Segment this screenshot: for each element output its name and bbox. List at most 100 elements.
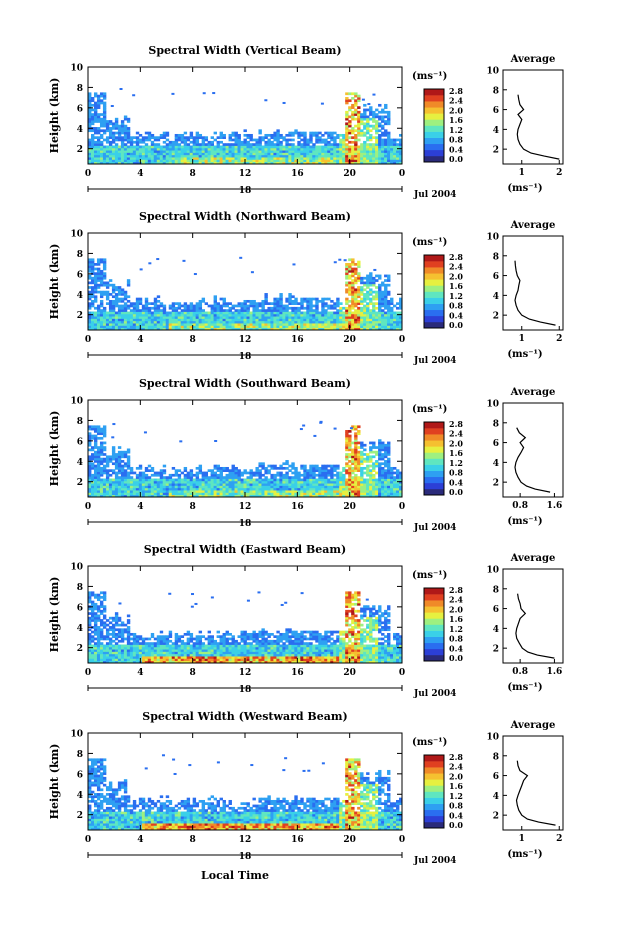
heatmap-cell xyxy=(114,143,119,146)
heatmap-cell xyxy=(267,302,271,305)
heatmap-cell xyxy=(351,320,355,324)
heatmap-cell xyxy=(102,138,107,142)
heatmap-cell xyxy=(267,320,271,324)
heatmap-cell xyxy=(261,466,265,470)
heatmap-cell xyxy=(261,147,265,151)
heatmap-cell xyxy=(234,327,238,331)
heatmap-cell xyxy=(198,304,203,308)
heatmap-cell xyxy=(396,152,400,156)
heatmap-cell xyxy=(270,145,274,149)
heatmap-cell xyxy=(159,302,164,305)
heatmap-cell xyxy=(123,297,128,301)
heatmap-cell xyxy=(126,494,131,498)
heatmap-cell xyxy=(357,290,361,294)
heatmap-cell xyxy=(345,320,349,324)
heatmap-cell xyxy=(186,485,191,489)
heatmap-cell xyxy=(273,483,277,486)
heatmap-cell xyxy=(270,487,274,491)
heatmap-cell xyxy=(387,323,391,326)
heatmap-cell xyxy=(372,464,376,468)
heatmap-cell xyxy=(102,644,107,648)
heatmap-cell xyxy=(294,492,298,496)
heatmap-cell xyxy=(396,157,400,160)
heatmap-cell xyxy=(246,311,250,315)
heatmap-cell xyxy=(357,295,361,299)
heatmap-cell xyxy=(114,154,119,158)
heatmap-cell xyxy=(285,318,289,322)
heatmap-cell xyxy=(207,140,212,144)
heatmap-cell xyxy=(369,455,373,459)
heatmap-cell xyxy=(303,471,307,475)
heatmap-cell xyxy=(282,318,286,322)
heatmap-cell xyxy=(294,325,298,329)
heatmap-cell xyxy=(88,494,92,498)
heatmap-cell xyxy=(270,494,274,498)
heatmap-cell xyxy=(135,478,140,482)
heatmap-cell xyxy=(243,316,247,319)
heatmap-cell xyxy=(267,306,271,310)
heatmap-cell xyxy=(180,480,185,484)
heatmap-cell xyxy=(363,127,367,130)
heatmap-cell xyxy=(90,327,95,331)
heatmap-cell xyxy=(333,157,337,160)
heatmap-cell xyxy=(147,320,152,324)
heatmap-cell xyxy=(393,478,397,482)
heatmap-cell xyxy=(378,293,382,296)
heatmap-cell xyxy=(90,607,95,611)
heatmap-cell xyxy=(360,323,364,326)
heatmap-cell xyxy=(237,492,241,496)
heatmap-cell xyxy=(285,320,289,324)
x-tick-label: 0 xyxy=(399,502,405,512)
heatmap-cell xyxy=(171,147,176,151)
heatmap-cell xyxy=(288,464,292,468)
heatmap-cell xyxy=(186,473,191,477)
colorbar-frame xyxy=(423,421,445,496)
heatmap-cell xyxy=(117,136,122,139)
heatmap-cell xyxy=(129,138,134,142)
heatmap-cell xyxy=(282,483,286,486)
heatmap-cell xyxy=(88,471,92,475)
heatmap-cell xyxy=(360,150,364,153)
heatmap-cell xyxy=(294,483,298,486)
heatmap-cell xyxy=(165,161,170,165)
heatmap-cell xyxy=(288,147,292,151)
heatmap-cell xyxy=(300,318,304,322)
heatmap-cell xyxy=(270,311,274,315)
heatmap-cell xyxy=(237,157,241,160)
heatmap-cell xyxy=(351,127,355,130)
heatmap-cell xyxy=(351,299,355,303)
heatmap-cell xyxy=(141,159,146,163)
heatmap-cell xyxy=(381,320,385,324)
heatmap-cell xyxy=(129,490,134,493)
heatmap-cell xyxy=(291,147,295,151)
heatmap-cell xyxy=(195,318,200,322)
heatmap-cell xyxy=(393,490,397,493)
heatmap-cell xyxy=(180,483,185,486)
heatmap-cell xyxy=(111,147,116,151)
heatmap-cell xyxy=(114,651,119,655)
heatmap-cell xyxy=(372,302,376,305)
heatmap-cell xyxy=(222,320,226,324)
heatmap-cell xyxy=(303,485,307,489)
heatmap-cell xyxy=(366,302,370,305)
heatmap-cell xyxy=(88,483,92,486)
colorbar-swatch xyxy=(424,321,444,329)
heatmap-cell xyxy=(276,318,280,322)
heatmap-cell xyxy=(162,140,167,144)
heatmap-cell xyxy=(396,327,400,331)
heatmap-cell xyxy=(390,145,394,149)
heatmap-cell xyxy=(114,120,119,123)
heatmap-cell xyxy=(126,120,131,123)
heatmap-cell xyxy=(189,304,194,308)
heatmap-cell xyxy=(88,115,92,119)
heatmap-cell xyxy=(111,639,116,643)
heatmap-cell xyxy=(88,490,92,493)
heatmap-cell xyxy=(357,313,361,317)
heatmap-cell xyxy=(126,464,131,468)
heatmap-cell xyxy=(156,157,161,160)
heatmap-cell xyxy=(288,299,292,303)
heatmap-cell xyxy=(372,492,376,496)
heatmap-cell xyxy=(174,138,179,142)
heatmap-cell xyxy=(189,327,194,331)
heatmap-cell xyxy=(228,147,232,151)
